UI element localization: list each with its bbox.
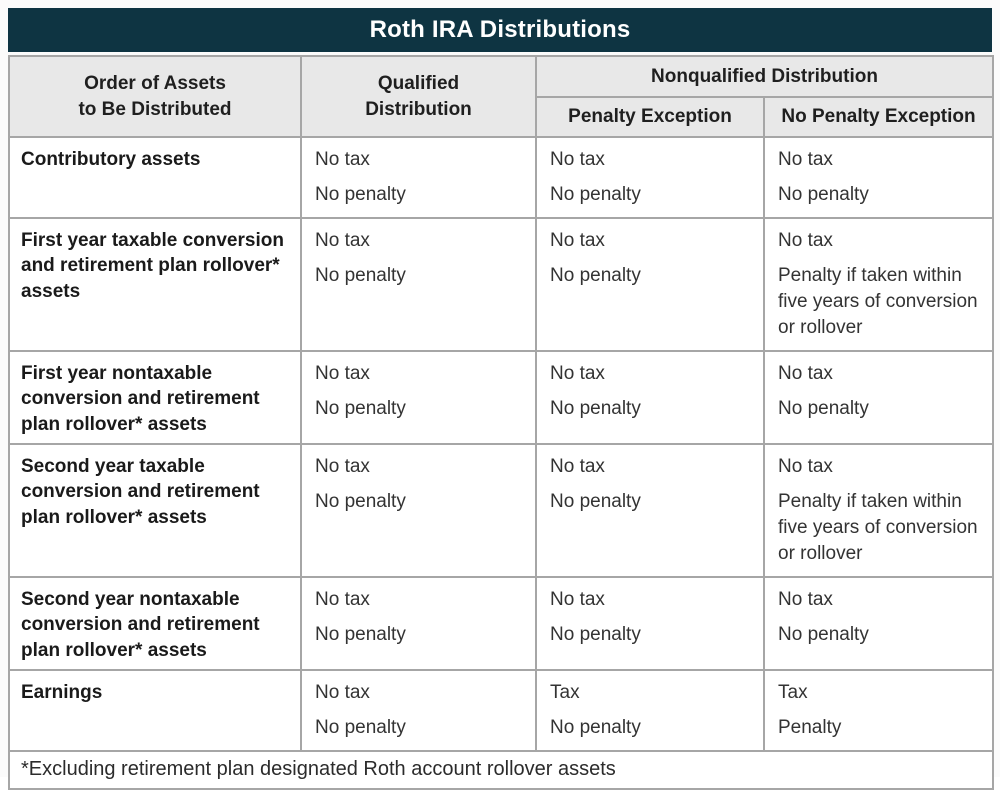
cell-no-penalty-exception: No tax Penalty if taken within five year… — [763, 443, 994, 578]
roth-ira-distributions-table: Order of Assets to Be Distributed Qualif… — [8, 55, 994, 790]
cell-qualified: No tax No penalty — [300, 576, 537, 671]
table-row: Contributory assets No tax No penalty No… — [8, 136, 994, 219]
cell-no-penalty-exception: Tax Penalty — [763, 669, 994, 752]
cell-penalty-exception: Tax No penalty — [535, 669, 765, 752]
cell-qualified: No tax No penalty — [300, 669, 537, 752]
cell-no-penalty-exception: No tax No penalty — [763, 136, 994, 219]
table-header: Order of Assets to Be Distributed Qualif… — [8, 55, 994, 138]
row-label-earnings: Earnings — [8, 669, 302, 752]
cell-penalty-exception: No tax No penalty — [535, 350, 765, 445]
column-header-nonqualified: Nonqualified Distribution — [535, 55, 994, 98]
row-label-first-year-nontaxable: First year nontaxable conversion and ret… — [8, 350, 302, 445]
cell-qualified: No tax No penalty — [300, 443, 537, 578]
table-row: First year nontaxable conversion and ret… — [8, 350, 994, 445]
cell-no-penalty-exception: No tax No penalty — [763, 350, 994, 445]
cell-no-penalty-exception: No tax No penalty — [763, 576, 994, 671]
cell-penalty-exception: No tax No penalty — [535, 136, 765, 219]
column-header-qualified: Qualified Distribution — [300, 55, 537, 138]
table-row: Second year taxable conversion and retir… — [8, 443, 994, 578]
row-label-first-year-taxable: First year taxable conversion and retire… — [8, 217, 302, 352]
table-footnote-row: *Excluding retirement plan designated Ro… — [8, 750, 994, 790]
cell-qualified: No tax No penalty — [300, 217, 537, 352]
column-header-assets: Order of Assets to Be Distributed — [8, 55, 302, 138]
cell-penalty-exception: No tax No penalty — [535, 217, 765, 352]
cell-penalty-exception: No tax No penalty — [535, 443, 765, 578]
table-row: Second year nontaxable conversion and re… — [8, 576, 994, 671]
column-header-no-penalty-exception: No Penalty Exception — [763, 96, 994, 138]
footnote-text: *Excluding retirement plan designated Ro… — [8, 750, 994, 790]
row-label-contributory-assets: Contributory assets — [8, 136, 302, 219]
cell-no-penalty-exception: No tax Penalty if taken within five year… — [763, 217, 994, 352]
cell-penalty-exception: No tax No penalty — [535, 576, 765, 671]
column-header-penalty-exception: Penalty Exception — [535, 96, 765, 138]
cell-qualified: No tax No penalty — [300, 350, 537, 445]
row-label-second-year-taxable: Second year taxable conversion and retir… — [8, 443, 302, 578]
row-label-second-year-nontaxable: Second year nontaxable conversion and re… — [8, 576, 302, 671]
table-title: Roth IRA Distributions — [8, 8, 992, 52]
cell-qualified: No tax No penalty — [300, 136, 537, 219]
table-row: Earnings No tax No penalty Tax No penalt… — [8, 669, 994, 752]
table-row: First year taxable conversion and retire… — [8, 217, 994, 352]
